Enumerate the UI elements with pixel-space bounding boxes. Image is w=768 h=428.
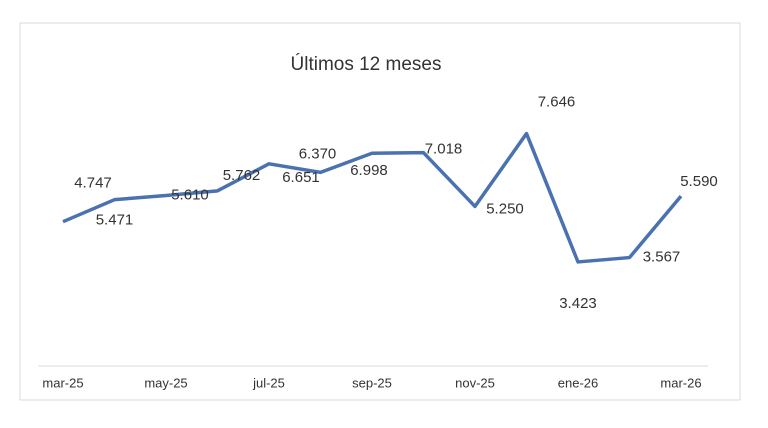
data-label: 3.423 [559,295,597,312]
data-label: 7.018 [425,141,463,158]
data-label: 6.370 [299,145,337,162]
data-label: 4.747 [74,175,112,192]
data-label: 3.567 [643,249,681,266]
x-tick-label: may-25 [144,375,187,390]
x-tick-label: ene-26 [558,375,598,390]
data-label: 7.646 [538,94,576,111]
chart-title: Últimos 12 meses [291,53,442,75]
x-tick-label: mar-26 [660,375,701,390]
x-tick-label: jul-25 [252,375,285,390]
x-tick-label: mar-25 [42,375,83,390]
data-label: 6.651 [282,169,320,186]
x-tick-label: nov-25 [455,375,495,390]
data-label: 5.590 [680,173,718,190]
chart-frame [19,22,741,401]
data-label: 5.471 [96,212,134,229]
x-tick-label: sep-25 [352,375,392,390]
data-label: 6.998 [350,162,388,179]
data-label: 5.610 [171,186,209,203]
data-label: 5.250 [486,200,524,217]
line-series [62,131,683,264]
data-label: 5.762 [223,167,261,184]
